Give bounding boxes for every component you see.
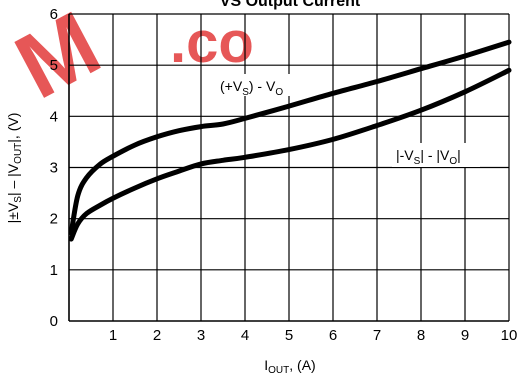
y-tick-label: 4 xyxy=(50,108,58,125)
x-tick-label: 9 xyxy=(461,327,469,344)
x-tick-label: 8 xyxy=(417,327,425,344)
y-tick-label: 0 xyxy=(50,313,58,330)
series-line-2 xyxy=(68,67,512,242)
y-tick-labels: 0 1 2 3 4 5 6 xyxy=(50,6,58,330)
y-tick-label: 6 xyxy=(50,6,58,23)
series-line-1 xyxy=(68,39,512,236)
x-tick-label: 1 xyxy=(109,327,117,344)
annotation-lower: |-VS| - |VO| xyxy=(392,143,480,167)
annotation-upper: (+VS) - VO xyxy=(216,74,310,98)
series-lines xyxy=(68,39,512,242)
x-axis-label: IOUT, (A) xyxy=(264,357,315,376)
x-tick-label: 5 xyxy=(285,327,293,344)
annotation-upper-text: (+VS) - VO xyxy=(220,78,283,98)
x-tick-label: 7 xyxy=(373,327,381,344)
annotation-lower-text: |-VS| - |VO| xyxy=(396,147,461,167)
x-tick-label: 6 xyxy=(329,327,337,344)
x-tick-label: 3 xyxy=(197,327,205,344)
y-tick-label: 1 xyxy=(50,262,58,279)
y-tick-label: 2 xyxy=(50,211,58,228)
chart-title: VS Output Current xyxy=(220,0,361,10)
y-tick-label: 3 xyxy=(50,160,58,177)
x-tick-labels: 1 2 3 4 5 6 7 8 9 10 xyxy=(109,327,518,344)
y-axis-label: |±VS| – |VOUT|, (V) xyxy=(5,113,24,224)
annotation-lower-bg xyxy=(392,143,480,167)
x-tick-label: 4 xyxy=(241,327,249,344)
y-tick-label: 5 xyxy=(50,57,58,74)
x-tick-label: 2 xyxy=(153,327,161,344)
watermark-right: .co xyxy=(170,10,254,75)
x-tick-label: 10 xyxy=(501,327,518,344)
annotation-upper-bg xyxy=(216,74,310,96)
